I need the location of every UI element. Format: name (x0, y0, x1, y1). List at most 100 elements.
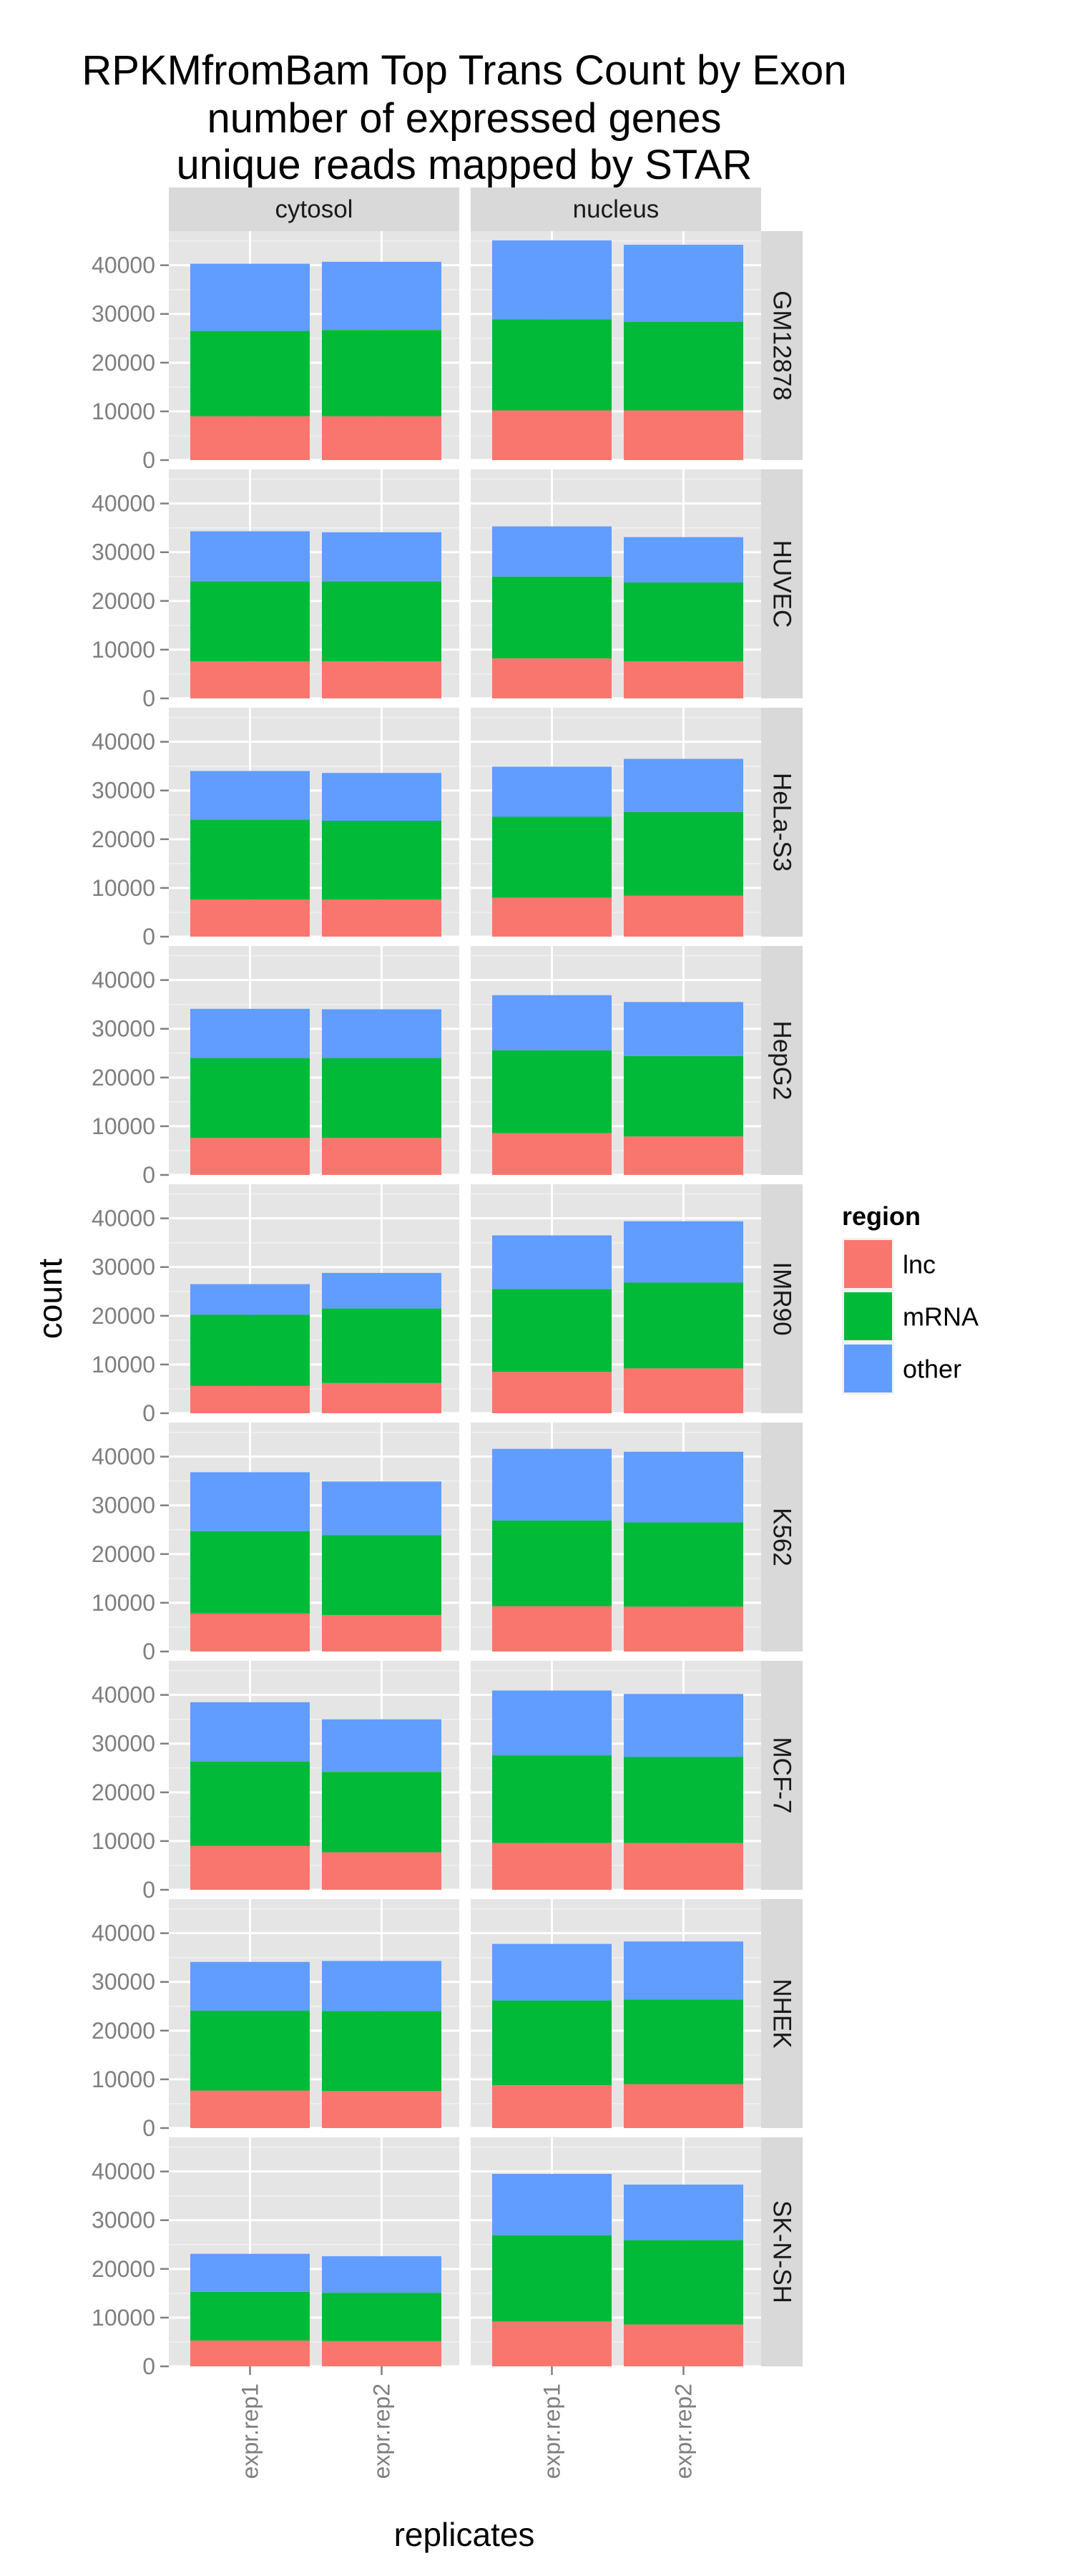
bar-segment-other-expr-rep2 (322, 1009, 441, 1058)
bar-segment-other-expr-rep2 (624, 1221, 743, 1283)
bar-segment-mrna-expr-rep1 (492, 319, 612, 411)
y-tick-label: 10000 (92, 1828, 155, 1854)
bar-segment-mrna-expr-rep1 (492, 2235, 612, 2322)
y-tick-label: 40000 (92, 2159, 155, 2185)
bar-segment-mrna-expr-rep2 (322, 820, 441, 900)
strip-label: K562 (768, 1508, 796, 1566)
bar-segment-lnc-expr-rep2 (624, 1606, 743, 1652)
y-tick-label: 20000 (92, 350, 155, 376)
strip-background (761, 1899, 803, 2128)
strip-label: IMR90 (768, 1262, 796, 1335)
panel-sk-n-sh-cytosol (169, 2137, 459, 2368)
legend-swatch (844, 1292, 892, 1340)
y-tick-label: 10000 (92, 2305, 155, 2331)
bar-segment-lnc-expr-rep1 (492, 1606, 612, 1652)
bar-segment-other-expr-rep1 (492, 526, 612, 577)
y-tick-label: 20000 (92, 1065, 155, 1091)
x-tick-label: expr.rep1 (539, 2384, 565, 2479)
bar-segment-lnc-expr-rep2 (322, 661, 441, 698)
bar-segment-mrna-expr-rep2 (624, 1757, 743, 1843)
bar-segment-lnc-expr-rep1 (190, 1613, 310, 1652)
strip-label: HepG2 (768, 1021, 796, 1101)
bar-segment-lnc-expr-rep1 (190, 899, 310, 937)
panel-hepg2-cytosol (169, 946, 459, 1176)
bar-segment-mrna-expr-rep1 (492, 816, 612, 898)
panel-nhek-cytosol (169, 1899, 459, 2129)
bar-segment-mrna-expr-rep1 (190, 331, 310, 416)
y-tick-label: 20000 (92, 2256, 155, 2282)
panel-nhek-nucleus (471, 1899, 761, 2129)
strip-cytosol: cytosol (169, 187, 459, 231)
bar-segment-other-expr-rep1 (190, 771, 310, 820)
bar-segment-lnc-expr-rep2 (322, 899, 441, 937)
bar-segment-other-expr-rep2 (322, 773, 441, 821)
bar-segment-mrna-expr-rep1 (190, 581, 310, 662)
strip-label: MCF-7 (768, 1737, 796, 1814)
legend-swatch (844, 1345, 892, 1392)
y-tick-label: 40000 (92, 491, 155, 517)
chart-title: RPKMfromBam Top Trans Count by Exonnumbe… (82, 47, 846, 188)
bar-segment-mrna-expr-rep2 (322, 2293, 441, 2341)
x-tick-label: expr.rep2 (369, 2384, 395, 2479)
bar-segment-mrna-expr-rep2 (624, 2240, 743, 2325)
bar-segment-mrna-expr-rep1 (492, 1050, 612, 1133)
bar-segment-mrna-expr-rep1 (190, 1314, 310, 1386)
bar-segment-other-expr-rep1 (190, 1284, 310, 1315)
bar-segment-lnc-expr-rep1 (190, 2090, 310, 2128)
bar-segment-other-expr-rep2 (624, 245, 743, 322)
y-tick-label: 30000 (92, 1493, 155, 1518)
bar-segment-other-expr-rep2 (322, 2256, 441, 2293)
legend-label: lnc (903, 1250, 936, 1279)
bar-segment-lnc-expr-rep1 (190, 1845, 310, 1890)
y-tick-label: 30000 (92, 778, 155, 804)
legend-title: region (842, 1201, 921, 1231)
bar-segment-lnc-expr-rep2 (322, 1138, 441, 1175)
bar-segment-lnc-expr-rep2 (624, 1368, 743, 1413)
legend-item-mrna: mRNA (842, 1290, 979, 1342)
strip-label: NHEK (768, 1979, 796, 2048)
strip-background (471, 187, 761, 231)
bar-segment-other-expr-rep1 (492, 1690, 612, 1756)
strip-gm12878: GM12878 (761, 231, 803, 460)
panel-huvec-nucleus (471, 469, 761, 700)
y-tick-label: 10000 (92, 1113, 155, 1139)
legend-swatch (844, 1240, 892, 1288)
bar-segment-lnc-expr-rep1 (492, 658, 612, 698)
strip-background (761, 231, 803, 460)
y-tick-label: 20000 (92, 826, 155, 852)
bar-segment-mrna-expr-rep2 (624, 1282, 743, 1369)
bar-segment-other-expr-rep2 (624, 2185, 743, 2240)
bar-segment-lnc-expr-rep2 (322, 2091, 441, 2128)
bar-segment-other-expr-rep2 (624, 758, 743, 812)
y-tick-label: 40000 (92, 1444, 155, 1470)
y-tick-label: 0 (142, 924, 155, 950)
y-tick-label: 0 (142, 1877, 155, 1903)
y-tick-label: 30000 (92, 1969, 155, 1995)
y-tick-label: 20000 (92, 1303, 155, 1329)
x-tick-label: expr.rep1 (237, 2384, 263, 2479)
y-tick-label: 10000 (92, 1590, 155, 1616)
bar-segment-lnc-expr-rep1 (492, 1133, 612, 1175)
panel-k562-cytosol (169, 1423, 459, 1653)
strip-hela-s3: HeLa-S3 (761, 708, 803, 937)
strip-imr90: IMR90 (761, 1184, 803, 1413)
panel-mcf-7-cytosol (169, 1661, 459, 1891)
y-axis-mcf-7: 0 10000 20000 30000 40000 (92, 1682, 169, 1903)
panel-mcf-7-nucleus (471, 1661, 761, 1891)
bar-segment-mrna-expr-rep1 (190, 2010, 310, 2091)
y-axis-huvec: 0 10000 20000 30000 40000 (92, 491, 169, 711)
bar-segment-other-expr-rep1 (492, 766, 612, 817)
strip-label: cytosol (275, 195, 353, 223)
y-tick-label: 40000 (92, 1682, 155, 1708)
legend-label: other (903, 1355, 961, 1384)
bar-segment-lnc-expr-rep1 (190, 1385, 310, 1413)
y-tick-label: 30000 (92, 1016, 155, 1042)
y-tick-label: 0 (142, 686, 155, 711)
y-tick-label: 20000 (92, 1780, 155, 1805)
y-tick-label: 0 (142, 2115, 155, 2141)
panel-hepg2-nucleus (471, 946, 761, 1176)
strip-background (169, 187, 459, 231)
chart-title-line: RPKMfromBam Top Trans Count by Exon (82, 47, 846, 94)
bar-segment-mrna-expr-rep2 (624, 811, 743, 896)
